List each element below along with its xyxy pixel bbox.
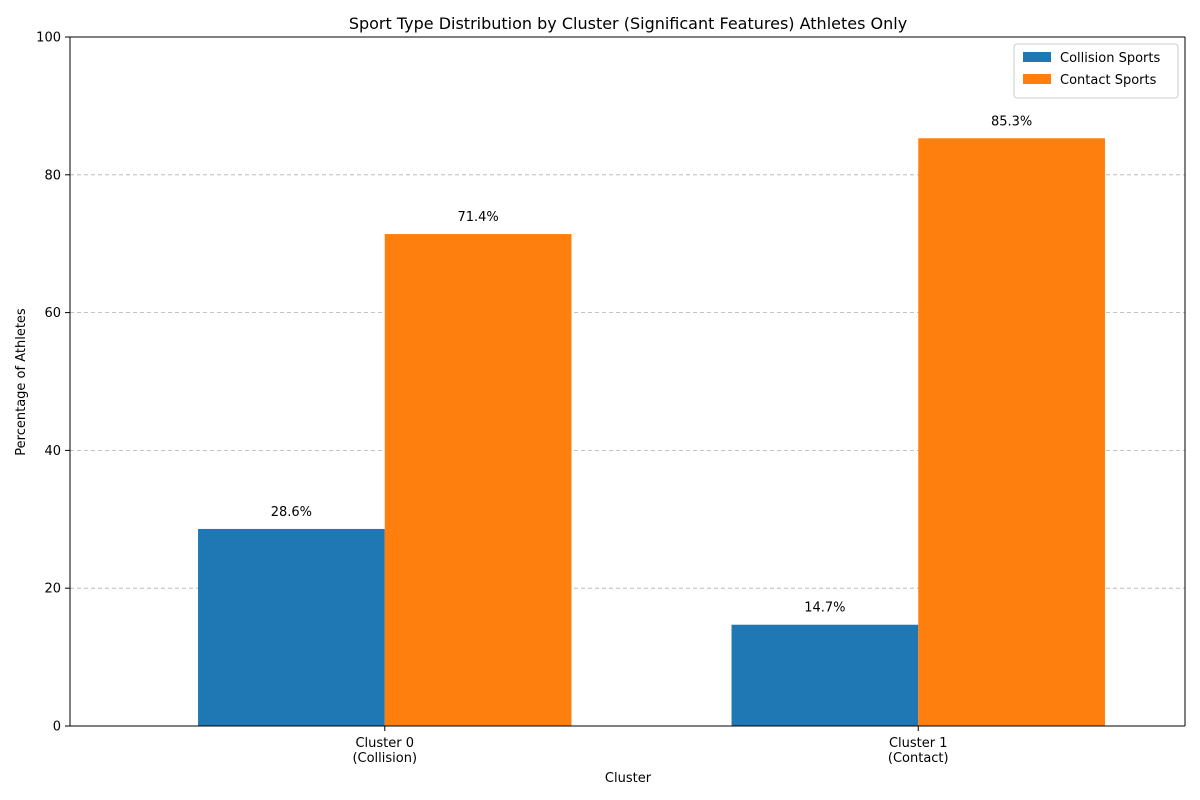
bar-value-label: 85.3% <box>991 114 1032 129</box>
bar-value-label: 28.6% <box>271 505 312 520</box>
x-tick-label: Cluster 1 <box>889 736 948 751</box>
y-tick-label: 60 <box>44 306 61 321</box>
y-axis-label: Percentage of Athletes <box>14 308 29 456</box>
legend-swatch <box>1023 74 1051 84</box>
bar-value-labels: 28.6% 71.4% 14.7% 85.3% <box>271 114 1033 615</box>
bar <box>384 234 572 726</box>
y-tick-label: 80 <box>44 168 61 183</box>
y-tick-label: 0 <box>53 720 61 735</box>
y-tick-label: 100 <box>36 31 61 46</box>
bar <box>918 138 1105 726</box>
legend: Collision Sports Contact Sports <box>1013 43 1179 99</box>
axes: 0 20 40 60 80 100 Cluster 0(Collision) Cluster … <box>36 31 1186 766</box>
bars <box>198 138 1105 726</box>
bar-value-label: 71.4% <box>457 210 498 225</box>
bar <box>731 624 919 726</box>
bar <box>198 528 385 726</box>
chart-title: Sport Type Distribution by Cluster (Sign… <box>349 14 907 33</box>
legend-box <box>1013 43 1179 99</box>
x-tick-label: (Contact) <box>888 751 949 766</box>
x-axis-label: Cluster <box>605 771 652 786</box>
legend-label: Collision Sports <box>1060 51 1160 66</box>
bar-value-label: 14.7% <box>804 601 845 616</box>
y-tick-label: 40 <box>44 444 61 459</box>
legend-swatch <box>1023 52 1051 62</box>
x-tick-label: (Collision) <box>352 751 417 766</box>
x-tick-label: Cluster 0 <box>355 736 414 751</box>
y-tick-label: 20 <box>44 582 61 597</box>
legend-label: Contact Sports <box>1060 73 1157 88</box>
